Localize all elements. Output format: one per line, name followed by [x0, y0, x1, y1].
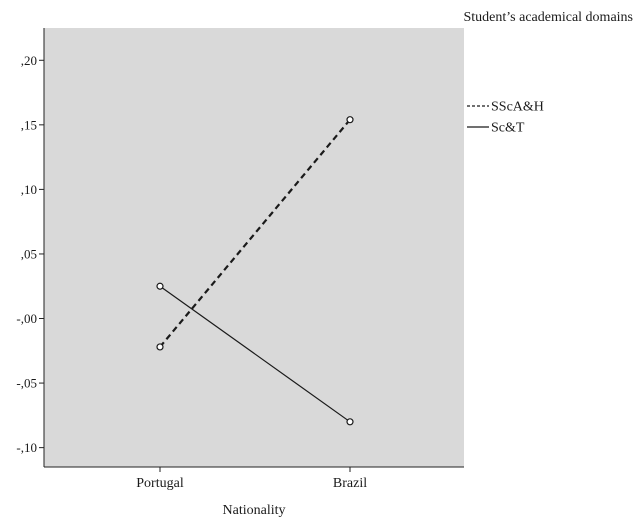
legend-label: Sc&T — [491, 121, 525, 136]
x-tick-label: Portugal — [136, 476, 184, 491]
data-point — [346, 418, 354, 426]
y-tick-label: ,20 — [21, 53, 37, 68]
y-tick-label: -,00 — [16, 311, 37, 326]
series-layer — [156, 116, 354, 426]
x-axis-ticks: Portugal Brazil — [136, 467, 367, 491]
legend-label: SScA&H — [491, 100, 544, 115]
y-tick-label: -,05 — [16, 376, 37, 391]
x-tick-label: Brazil — [333, 476, 367, 491]
x-axis-label: Nationality — [223, 503, 286, 518]
y-tick-label: ,05 — [21, 246, 37, 261]
data-point — [156, 282, 164, 290]
y-axis-ticks: ,20 ,15 ,10 ,05 -,00 -,05 -,10 — [16, 53, 44, 455]
y-tick-label: ,15 — [21, 117, 37, 132]
legend: SScA&H Sc&T — [467, 100, 544, 136]
data-point — [156, 343, 164, 351]
legend-title: Student’s academical domains — [463, 10, 633, 25]
series-line-1 — [159, 285, 351, 423]
data-point — [346, 116, 354, 124]
y-tick-label: -,10 — [16, 440, 37, 455]
y-tick-label: ,10 — [21, 182, 37, 197]
plot-area — [44, 28, 464, 467]
